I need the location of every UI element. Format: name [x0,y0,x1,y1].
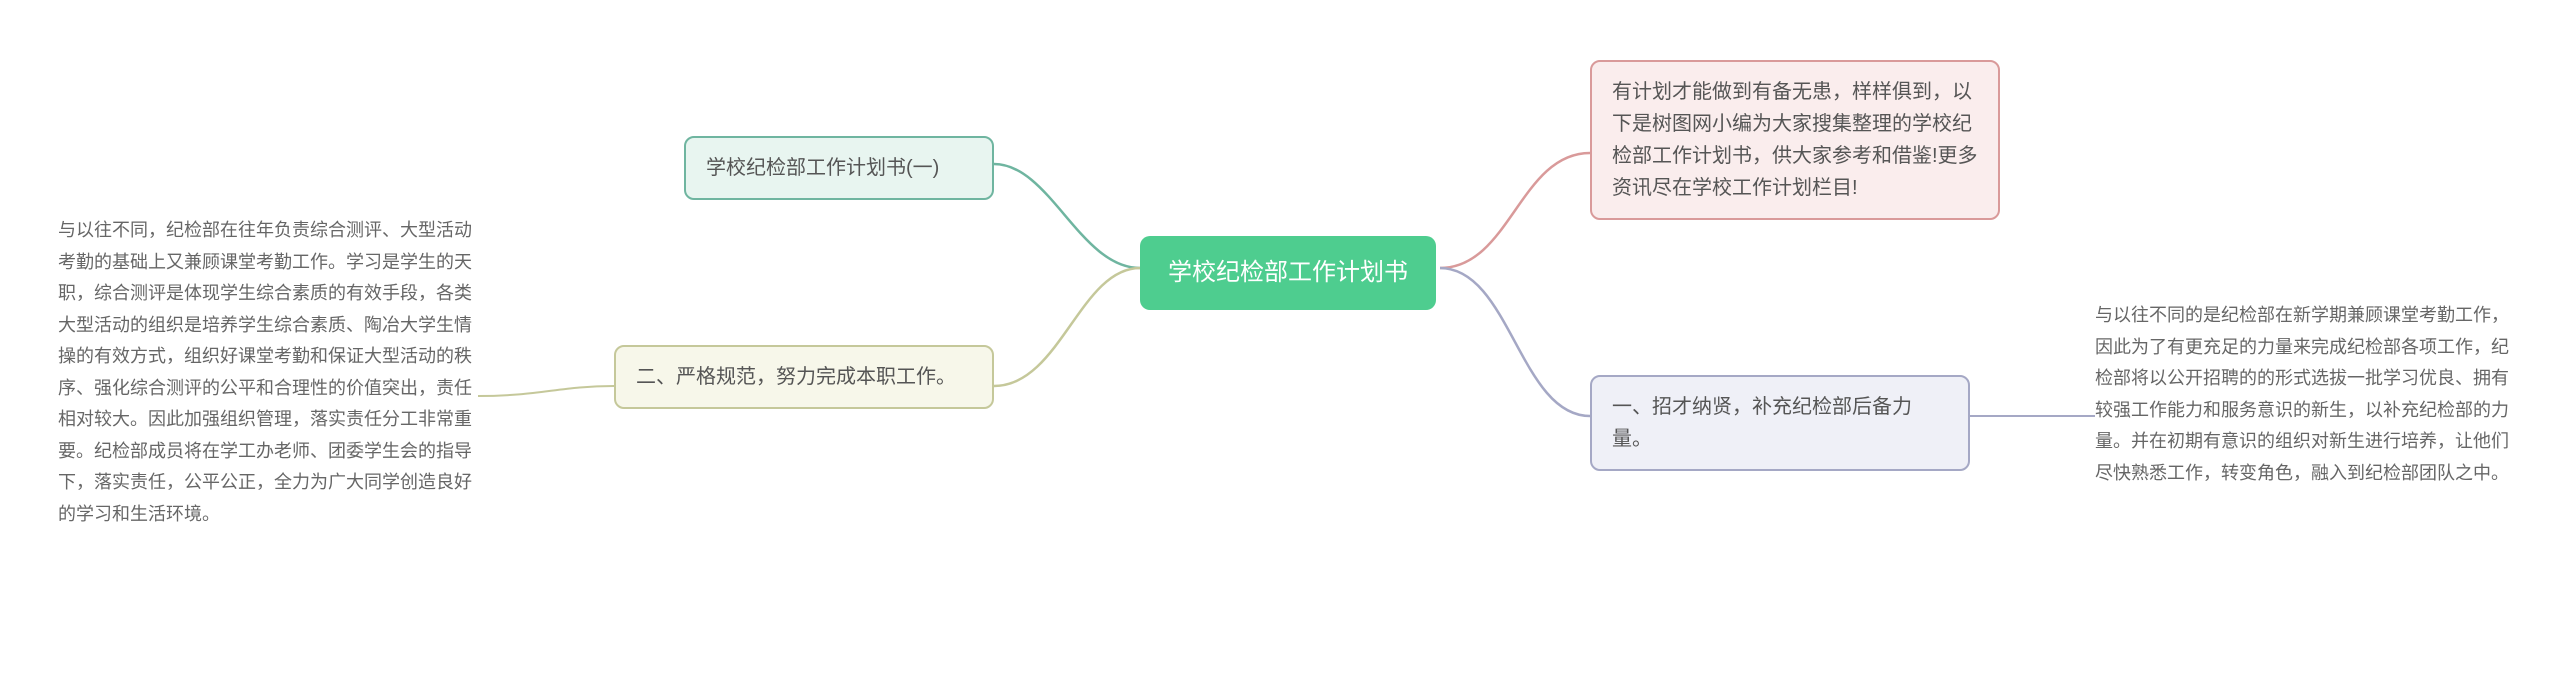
branch-bottom-left: 二、严格规范，努力完成本职工作。 [614,345,994,409]
connector-path-1 [994,268,1140,386]
leaf-left: 与以往不同，纪检部在往年负责综合测评、大型活动考勤的基础上又兼顾课堂考勤工作。学… [58,215,478,530]
connector-path-2 [1440,153,1590,268]
leaf-right: 与以往不同的是纪检部在新学期兼顾课堂考勤工作，因此为了有更充足的力量来完成纪检部… [2095,300,2510,489]
connector-path-3 [1440,268,1590,416]
branch-bottom-right: 一、招才纳贤，补充纪检部后备力量。 [1590,375,1970,471]
connector-path-4 [478,386,614,396]
center-node: 学校纪检部工作计划书 [1140,236,1436,310]
branch-top-right: 有计划才能做到有备无患，样样俱到，以下是树图网小编为大家搜集整理的学校纪检部工作… [1590,60,2000,220]
branch-top-left: 学校纪检部工作计划书(一) [684,136,994,200]
connector-path-0 [994,164,1140,268]
